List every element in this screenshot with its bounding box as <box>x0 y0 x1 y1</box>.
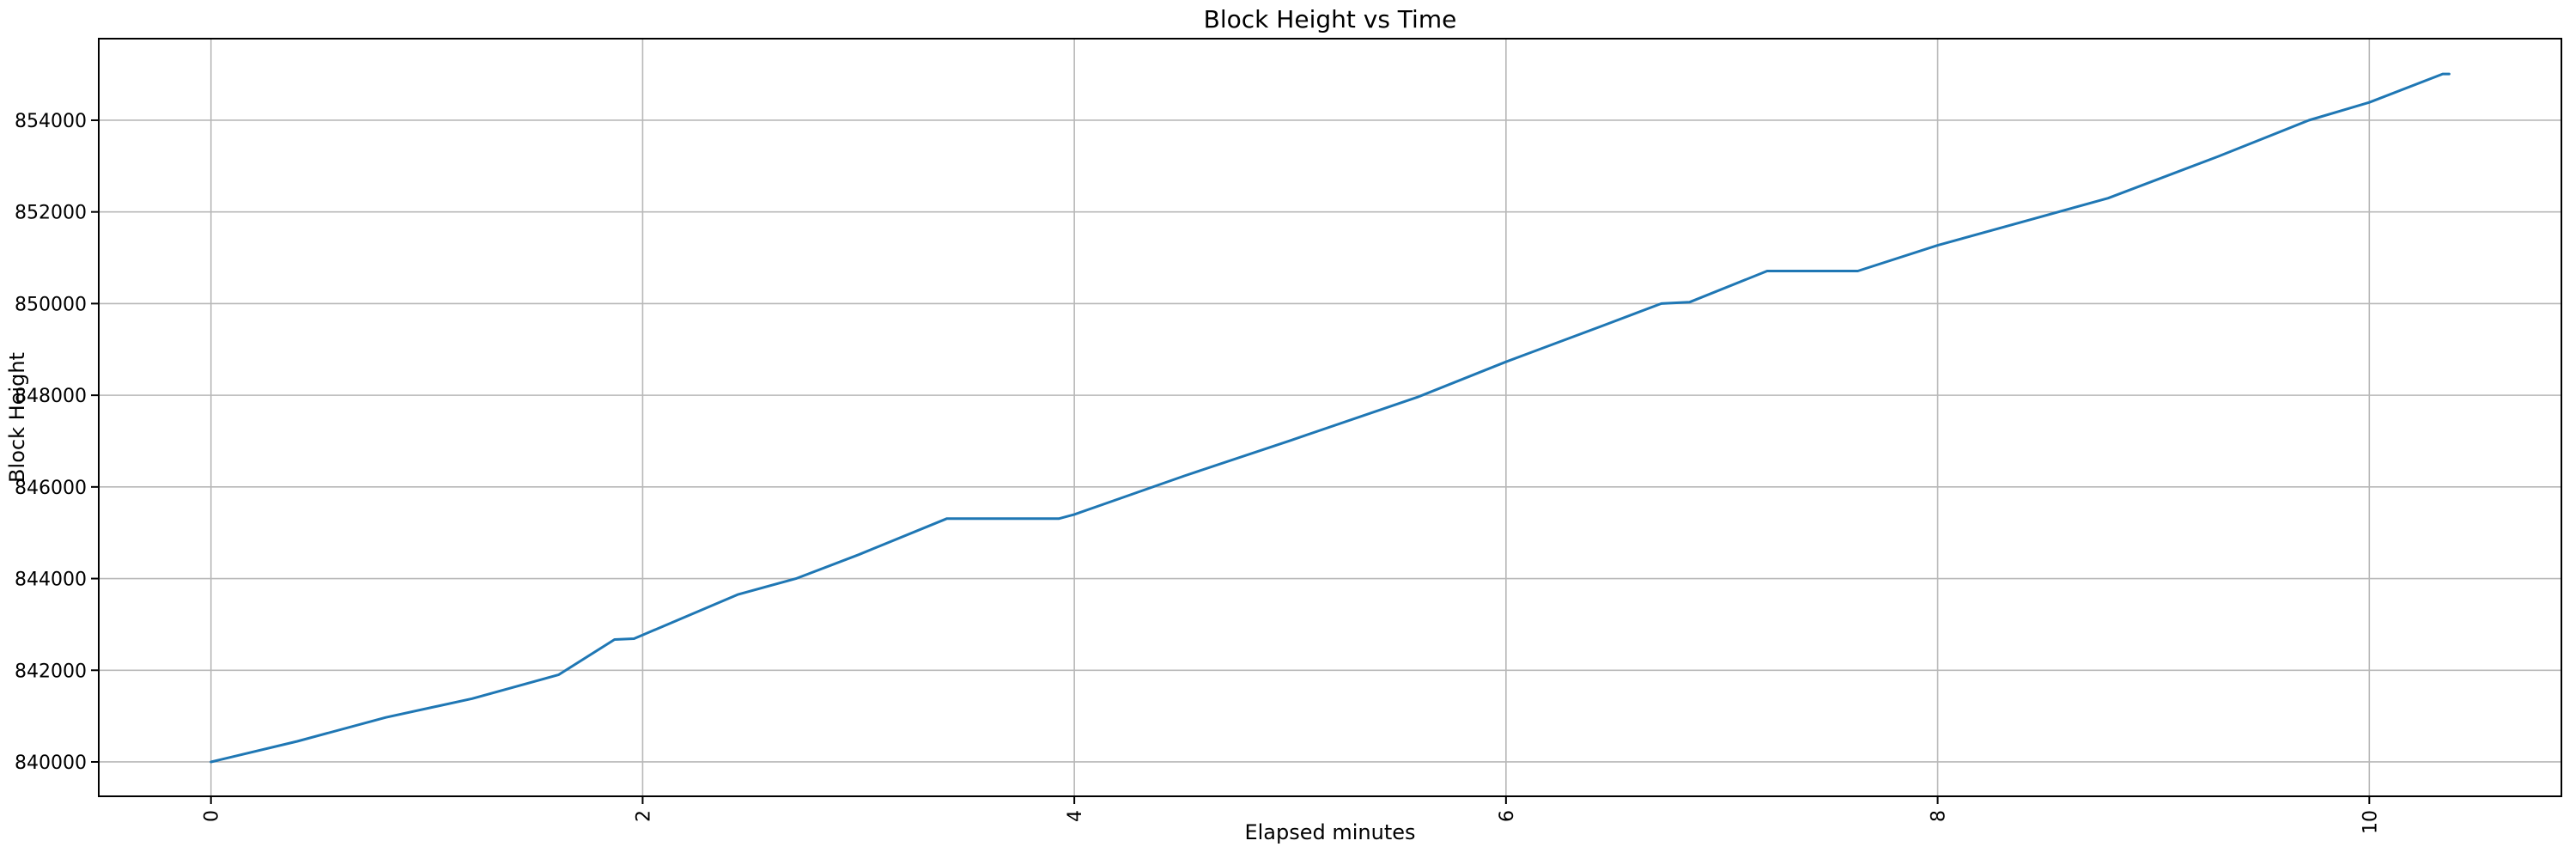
x-axis-label: Elapsed minutes <box>1244 820 1415 844</box>
data-series-line <box>210 72 2451 764</box>
y-tick-label: 840000 <box>15 752 87 774</box>
series-block-height-vs-time <box>210 72 2451 764</box>
axis-tick-labels: 0 2 4 6 8 10 840000 842000 844000 846000 848000 850… <box>15 111 2381 834</box>
plot-spines <box>98 38 2562 797</box>
axis-ticks <box>91 119 2371 804</box>
x-tick-label: 0 <box>202 810 223 822</box>
y-tick-label: 852000 <box>15 203 87 224</box>
grid-lines <box>99 39 2561 796</box>
x-tick-label: 4 <box>1065 810 1086 822</box>
y-tick-label: 848000 <box>15 386 87 407</box>
y-tick-label: 854000 <box>15 111 87 132</box>
x-tick-label: 2 <box>633 810 654 822</box>
plot-border <box>98 38 2562 797</box>
y-axis-label: Block Height <box>5 352 29 483</box>
chart-title: Block Height vs Time <box>1204 5 1457 34</box>
y-tick-label: 846000 <box>15 478 87 499</box>
x-tick-label: 6 <box>1497 810 1518 822</box>
y-tick-label: 844000 <box>15 570 87 591</box>
y-tick-label: 842000 <box>15 661 87 682</box>
y-tick-label: 850000 <box>15 294 87 315</box>
x-tick-label: 8 <box>1929 810 1950 822</box>
x-tick-label: 10 <box>2360 810 2381 834</box>
